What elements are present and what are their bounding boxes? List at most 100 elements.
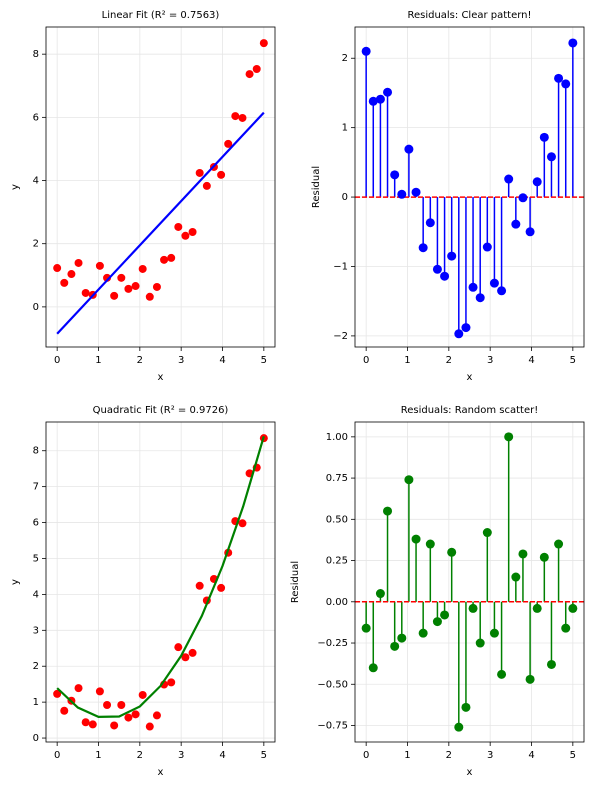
stem-marker xyxy=(361,623,371,633)
x-tick-label: 2 xyxy=(446,750,452,761)
stem-marker xyxy=(539,132,549,142)
data-point xyxy=(167,678,176,687)
y-tick-label: 5 xyxy=(33,553,39,564)
data-point xyxy=(110,291,119,300)
stem-marker xyxy=(489,278,499,288)
x-tick-label: 4 xyxy=(528,750,534,761)
y-tick-label: 4 xyxy=(33,589,39,600)
stem-marker xyxy=(418,243,428,253)
data-point xyxy=(188,228,197,237)
stem-marker xyxy=(368,663,378,673)
y-tick-label: −0.50 xyxy=(317,679,348,690)
data-point xyxy=(53,689,62,698)
x-tick-label: 4 xyxy=(528,355,534,366)
y-tick-label: 2 xyxy=(33,661,39,672)
y-axis-label: Residual xyxy=(290,561,301,603)
data-point xyxy=(131,710,140,719)
data-point xyxy=(117,701,126,710)
x-tick-label: 0 xyxy=(54,355,60,366)
stem-marker xyxy=(489,628,499,638)
stem-marker xyxy=(447,251,457,261)
data-point xyxy=(167,253,176,262)
x-tick-label: 2 xyxy=(446,355,452,366)
y-axis-label: y xyxy=(10,184,21,190)
x-axis-label: x xyxy=(467,767,473,778)
stem-marker xyxy=(561,79,571,89)
stem-marker xyxy=(425,218,435,228)
stem-marker xyxy=(461,702,471,712)
panel: 0 1 2 3 4 5 −0.75 −0.50 −0.25 0.00 0.25 0.50 0.75 1.0… xyxy=(290,405,585,778)
chart-title: Residuals: Random scatter! xyxy=(401,405,539,416)
x-axis-label: x xyxy=(158,372,164,383)
data-point xyxy=(110,721,119,730)
stem-marker xyxy=(504,432,514,442)
data-point xyxy=(245,70,254,79)
data-point xyxy=(195,581,204,590)
stem-marker xyxy=(397,633,407,643)
data-point xyxy=(81,718,90,727)
x-tick-label: 1 xyxy=(95,750,101,761)
panel: 0 1 2 3 4 5 0 1 2 3 4 5 6 7 8 Quadratic Fit (R² = 0.972… xyxy=(10,405,276,778)
stem-marker xyxy=(468,603,478,613)
data-point xyxy=(131,282,140,291)
panel: 0 1 2 3 4 5 0 2 4 6 8 Linear Fit (R² = 0.7563) x y xyxy=(10,10,276,383)
stem-marker xyxy=(411,534,421,544)
stem-marker xyxy=(525,674,535,684)
y-tick-label: 1.00 xyxy=(326,432,348,443)
y-axis-label: Residual xyxy=(311,166,322,208)
stem-marker xyxy=(411,187,421,197)
plot-frame xyxy=(45,421,276,743)
data-point xyxy=(259,39,268,48)
data-point xyxy=(188,648,197,657)
x-tick-label: 0 xyxy=(54,750,60,761)
chart-title: Linear Fit (R² = 0.7563) xyxy=(102,10,220,21)
data-point xyxy=(152,282,161,291)
stem-marker xyxy=(425,539,435,549)
y-tick-label: 1 xyxy=(342,123,348,134)
y-tick-label: 4 xyxy=(33,176,39,187)
data-point xyxy=(174,222,183,231)
stem-marker xyxy=(375,94,385,104)
stem-marker xyxy=(554,73,564,83)
stem-marker xyxy=(383,506,393,516)
y-tick-label: 3 xyxy=(33,625,39,636)
x-tick-label: 5 xyxy=(570,355,576,366)
stem-marker xyxy=(475,293,485,303)
x-axis-label: x xyxy=(158,767,164,778)
chart-title: Quadratic Fit (R² = 0.9726) xyxy=(93,405,229,416)
stem-marker xyxy=(568,603,578,613)
stem-marker xyxy=(539,552,549,562)
y-tick-label: 8 xyxy=(33,446,39,457)
stem-marker xyxy=(390,641,400,651)
stem-marker xyxy=(432,264,442,274)
fit-line xyxy=(56,111,265,335)
stem-marker xyxy=(432,617,442,627)
data-point xyxy=(238,113,247,122)
stem-marker xyxy=(440,610,450,620)
stem-marker xyxy=(568,38,578,48)
stem-marker xyxy=(368,96,378,106)
x-tick-label: 3 xyxy=(487,355,493,366)
stem-marker xyxy=(532,603,542,613)
x-tick-label: 0 xyxy=(363,750,369,761)
x-tick-label: 5 xyxy=(261,750,267,761)
stem-marker xyxy=(546,659,556,669)
data-point xyxy=(88,720,97,729)
data-point xyxy=(217,583,226,592)
stem-marker xyxy=(504,174,514,184)
stem-marker xyxy=(397,189,407,199)
plot-frame xyxy=(354,421,585,743)
data-point xyxy=(138,690,147,699)
stem-marker xyxy=(475,638,485,648)
y-tick-label: 0 xyxy=(33,302,39,313)
data-point xyxy=(74,684,83,693)
data-point xyxy=(74,258,83,267)
stem-marker xyxy=(390,170,400,180)
y-tick-label: 6 xyxy=(33,112,39,123)
y-tick-label: 6 xyxy=(33,518,39,529)
stem-marker xyxy=(454,329,464,339)
data-point xyxy=(53,264,62,273)
data-point xyxy=(117,273,126,282)
plot-frame xyxy=(45,26,276,348)
